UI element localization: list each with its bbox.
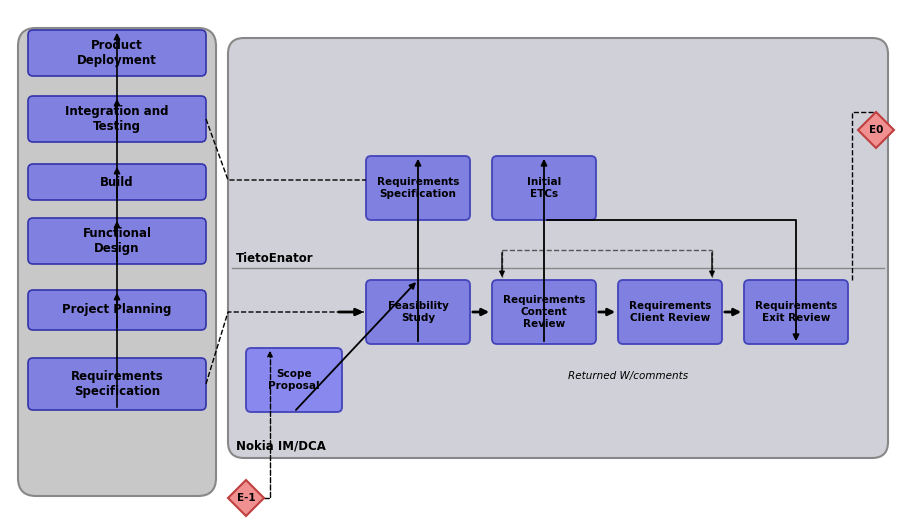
Text: Product
Deployment: Product Deployment: [77, 39, 157, 67]
Text: E0: E0: [868, 125, 883, 135]
Text: Functional
Design: Functional Design: [82, 227, 151, 255]
FancyBboxPatch shape: [28, 290, 206, 330]
Text: Requirements
Content
Review: Requirements Content Review: [503, 295, 585, 329]
FancyBboxPatch shape: [228, 38, 888, 458]
Text: Project Planning: Project Planning: [62, 304, 171, 316]
Text: Requirements
Specification: Requirements Specification: [71, 370, 163, 398]
Text: Requirements
Exit Review: Requirements Exit Review: [755, 301, 837, 323]
Polygon shape: [858, 112, 894, 148]
FancyBboxPatch shape: [492, 156, 596, 220]
Text: TietoEnator: TietoEnator: [236, 252, 313, 264]
Polygon shape: [228, 480, 264, 516]
Text: Feasibility
Study: Feasibility Study: [387, 301, 449, 323]
FancyBboxPatch shape: [18, 28, 216, 496]
Text: Scope
Proposal: Scope Proposal: [268, 369, 320, 391]
FancyBboxPatch shape: [618, 280, 722, 344]
Text: Project Phases: Project Phases: [65, 39, 169, 53]
Text: Initial
ETCs: Initial ETCs: [527, 177, 562, 199]
FancyBboxPatch shape: [28, 96, 206, 142]
FancyBboxPatch shape: [28, 358, 206, 410]
FancyBboxPatch shape: [744, 280, 848, 344]
FancyBboxPatch shape: [246, 348, 342, 412]
FancyBboxPatch shape: [28, 30, 206, 76]
Text: E-1: E-1: [236, 493, 256, 503]
Text: Build: Build: [100, 176, 134, 189]
Text: Requirements
Client Review: Requirements Client Review: [628, 301, 711, 323]
FancyBboxPatch shape: [366, 280, 470, 344]
FancyBboxPatch shape: [28, 218, 206, 264]
FancyBboxPatch shape: [28, 164, 206, 200]
Text: Integration and
Testing: Integration and Testing: [65, 105, 169, 133]
Text: Nokia IM/DCA: Nokia IM/DCA: [236, 440, 326, 452]
Text: Returned W/comments: Returned W/comments: [568, 371, 688, 381]
FancyBboxPatch shape: [492, 280, 596, 344]
Text: Requirements
Specification: Requirements Specification: [376, 177, 459, 199]
FancyBboxPatch shape: [366, 156, 470, 220]
